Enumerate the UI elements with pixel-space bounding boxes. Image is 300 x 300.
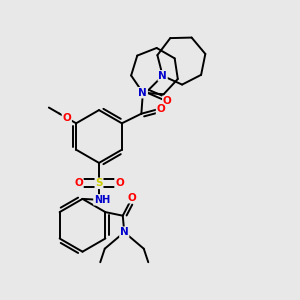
Text: S: S bbox=[95, 178, 103, 188]
Text: N: N bbox=[120, 227, 129, 237]
Text: N: N bbox=[139, 88, 147, 98]
Text: O: O bbox=[115, 178, 124, 188]
Text: O: O bbox=[128, 193, 136, 203]
Text: N: N bbox=[158, 71, 167, 81]
Text: O: O bbox=[163, 96, 172, 106]
Text: O: O bbox=[62, 112, 71, 122]
Text: O: O bbox=[74, 178, 83, 188]
Text: NH: NH bbox=[94, 195, 110, 205]
Text: O: O bbox=[157, 104, 165, 114]
